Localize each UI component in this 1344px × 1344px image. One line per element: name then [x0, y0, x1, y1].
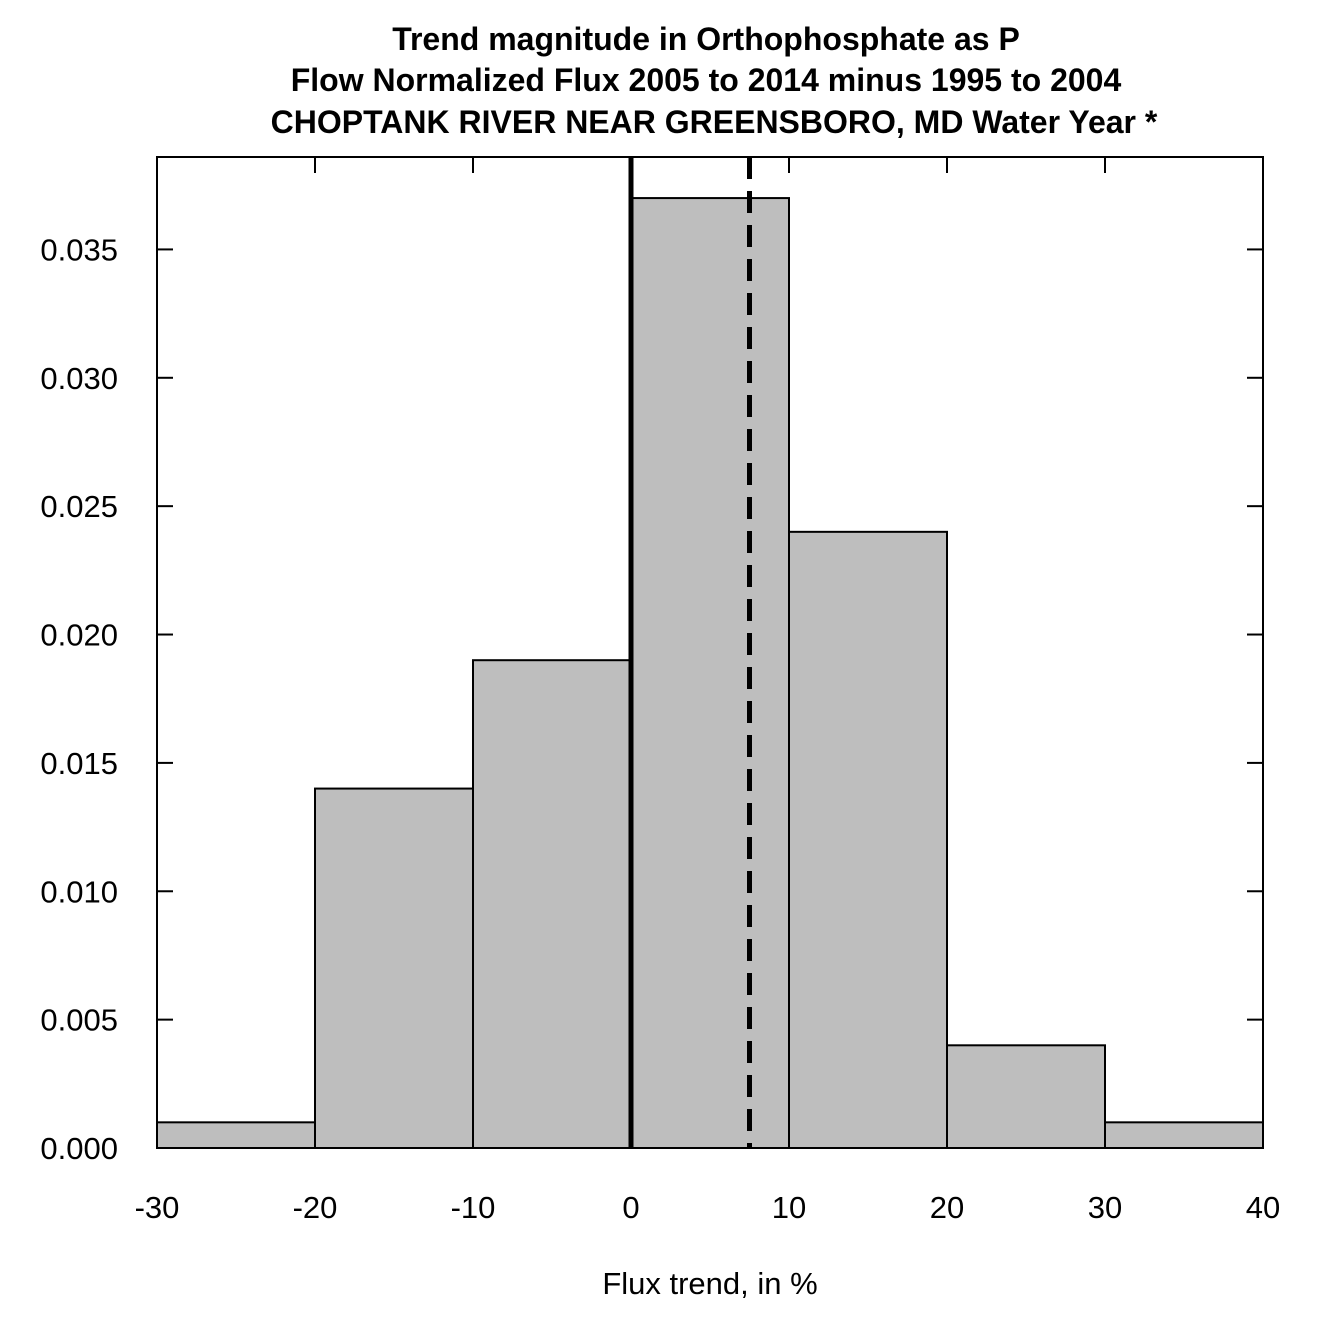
- plot-frame: [156, 156, 1264, 1149]
- title-line-1: Trend magnitude in Orthophosphate as P: [392, 21, 1020, 57]
- y-tick-label: 0.010: [40, 874, 118, 909]
- histogram-bar-5: [946, 1044, 1106, 1149]
- y-tick-label: 0.015: [40, 746, 118, 781]
- histogram-bar-0: [156, 1121, 316, 1149]
- x-tick-label: -10: [451, 1190, 496, 1225]
- histogram-bars: [156, 197, 1264, 1150]
- y-tick-label: 0.035: [40, 232, 118, 267]
- reference-lines: [628, 157, 752, 1148]
- y-tick-label: 0.030: [40, 361, 118, 396]
- x-tick-label: -20: [293, 1190, 338, 1225]
- x-tick-label: 40: [1246, 1190, 1280, 1225]
- histogram-bar-4: [788, 530, 948, 1149]
- x-axis-label: Flux trend, in %: [602, 1266, 817, 1301]
- y-tick-label: 0.025: [40, 489, 118, 524]
- y-axis: 0.000 0.005 0.010 0.015 0.020 0.025 0.030 0.035: [40, 232, 1263, 1166]
- y-tick-label: 0.020: [40, 618, 118, 653]
- x-tick-label: -30: [135, 1190, 180, 1225]
- histogram-bar-6: [1104, 1121, 1264, 1149]
- x-tick-label: 30: [1088, 1190, 1122, 1225]
- x-tick-label: 10: [772, 1190, 806, 1225]
- histogram-bar-1: [314, 787, 474, 1149]
- title-line-2: Flow Normalized Flux 2005 to 2014 minus …: [291, 62, 1122, 98]
- x-tick-label: 20: [930, 1190, 964, 1225]
- histogram-bar-2: [472, 659, 632, 1149]
- x-tick-label: 0: [622, 1190, 639, 1225]
- y-tick-label: 0.000: [40, 1131, 118, 1166]
- x-axis: -30 -20 -10 0 10 20 30 40: [135, 157, 1280, 1225]
- histogram-bar-3: [630, 197, 790, 1150]
- chart-title: Trend magnitude in Orthophosphate as P F…: [271, 21, 1158, 140]
- plot-border: [156, 156, 1264, 1149]
- title-line-3: CHOPTANK RIVER NEAR GREENSBORO, MD Water…: [271, 104, 1158, 140]
- y-tick-label: 0.005: [40, 1003, 118, 1038]
